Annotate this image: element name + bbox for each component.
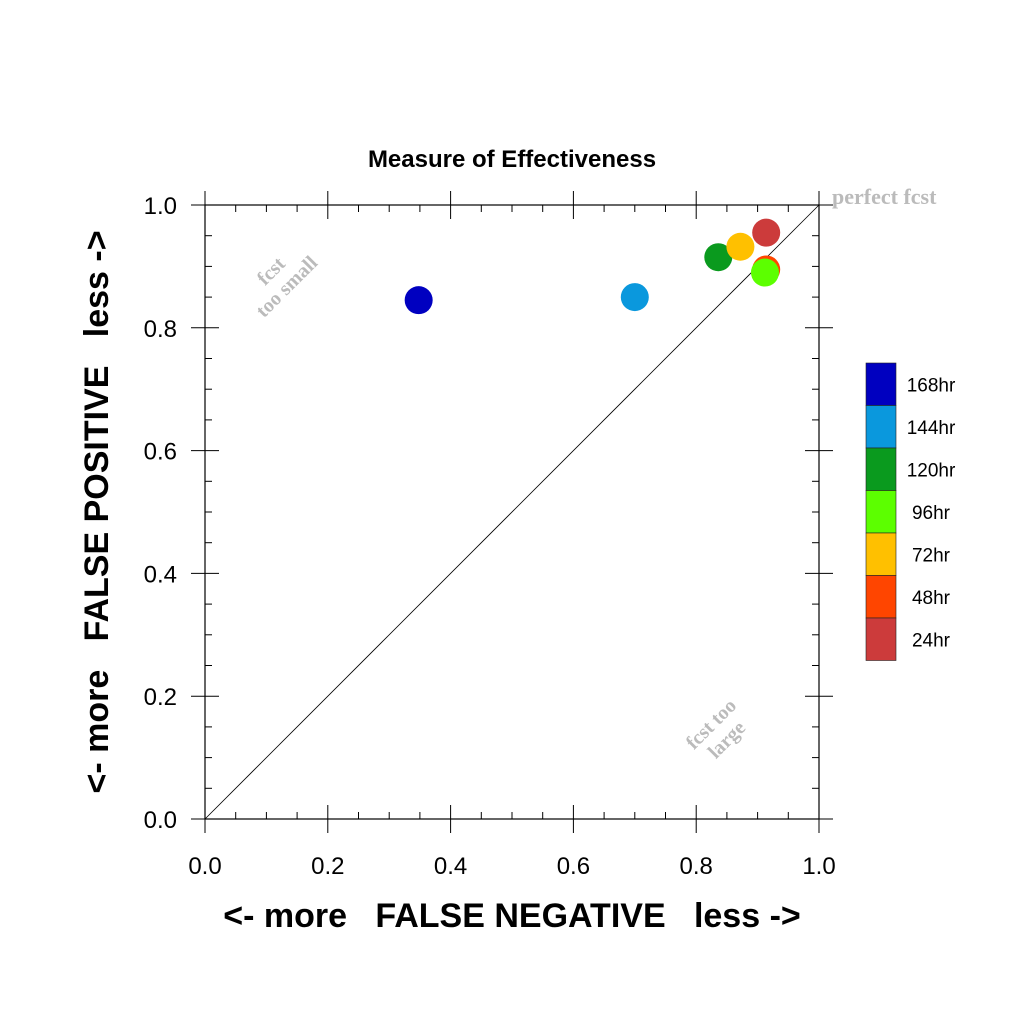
y-tick-label: 1.0 <box>144 193 177 220</box>
legend-swatch-120hr <box>865 447 897 491</box>
y-tick-labels: 0.0 0.2 0.4 0.6 0.8 1.0 <box>144 193 177 834</box>
data-points <box>404 218 781 315</box>
legend-label-48hr: 48hr <box>912 588 951 609</box>
diagonal-reference-line <box>204 204 820 820</box>
y-tick-label: 0.4 <box>144 561 177 588</box>
x-tick-label: 0.2 <box>311 853 344 880</box>
point-72hr <box>726 232 755 261</box>
y-tick-label: 0.6 <box>144 439 177 466</box>
point-144hr <box>620 283 649 312</box>
legend-swatch-48hr <box>865 575 897 619</box>
chart-title: Measure of Effectiveness <box>368 146 656 173</box>
point-168hr <box>404 286 433 315</box>
x-tick-label: 0.6 <box>557 853 590 880</box>
legend-swatch-72hr <box>865 532 897 576</box>
x-tick-label: 0.8 <box>680 853 713 880</box>
legend-swatch-144hr <box>865 405 897 449</box>
annotations: perfect fcst fcst too small fcst too lar… <box>252 184 937 763</box>
legend-swatch-168hr <box>865 362 897 406</box>
legend-label-144hr: 144hr <box>907 418 956 439</box>
x-axis-label: <- more FALSE NEGATIVE less -> <box>223 897 801 935</box>
y-tick-label: 0.0 <box>144 807 177 834</box>
y-axis-label: <- more FALSE POSITIVE less -> <box>78 230 116 793</box>
x-tick-label: 1.0 <box>802 853 835 880</box>
annotation-perfect-fcst: perfect fcst <box>832 184 937 209</box>
legend: 168hr 144hr 120hr 96hr 72hr 48hr 24hr <box>865 362 956 661</box>
legend-label-24hr: 24hr <box>912 630 951 651</box>
x-tick-label: 0.4 <box>434 853 467 880</box>
legend-label-168hr: 168hr <box>907 375 956 396</box>
x-tick-label: 0.0 <box>188 853 221 880</box>
legend-swatch-96hr <box>865 490 897 534</box>
y-tick-label: 0.8 <box>144 316 177 343</box>
point-24hr <box>752 218 781 247</box>
legend-label-96hr: 96hr <box>912 503 951 524</box>
legend-label-72hr: 72hr <box>912 545 951 566</box>
legend-label-120hr: 120hr <box>907 460 956 481</box>
y-tick-label: 0.2 <box>144 684 177 711</box>
plot-frame <box>204 204 820 820</box>
x-tick-labels: 0.0 0.2 0.4 0.6 0.8 1.0 <box>188 853 835 880</box>
annotation-fcst-too-small-line2: too small <box>252 252 322 322</box>
point-120hr <box>704 243 733 272</box>
legend-swatch-24hr <box>865 617 897 661</box>
point-96hr <box>750 258 779 287</box>
